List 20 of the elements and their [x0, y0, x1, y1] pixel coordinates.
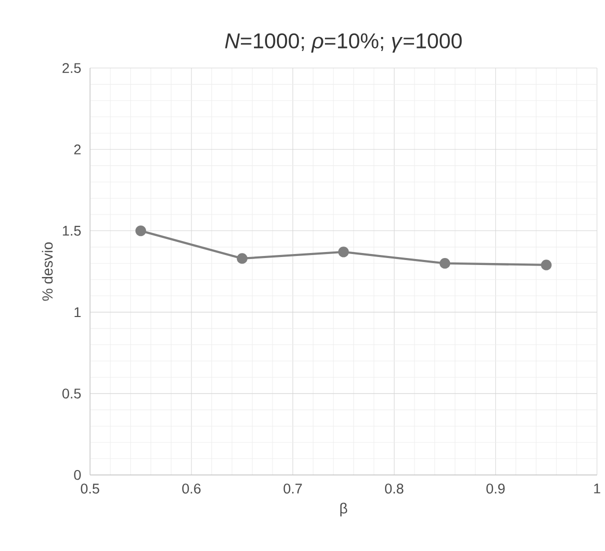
y-tick-label: 0: [74, 470, 81, 480]
y-tick-label: 0.5: [62, 388, 81, 399]
y-tick-label: 1.5: [62, 226, 81, 236]
y-axis-title: % desvio: [42, 242, 53, 301]
x-tick-label: 0.6: [182, 484, 201, 494]
y-tick-label: 2: [74, 144, 81, 154]
x-tick-label: 1: [594, 484, 600, 494]
point: [540, 260, 552, 270]
chart-title: N=1000; ρ=10%; γ=1000: [225, 33, 462, 53]
y-tick-label: 1: [74, 307, 81, 318]
point: [338, 246, 349, 258]
point: [236, 253, 248, 264]
y-tick-label: 2.5: [62, 63, 81, 74]
x-tick-label: 0.7: [284, 484, 302, 494]
point: [440, 258, 450, 269]
point: [135, 225, 146, 236]
x-axis-title: β: [340, 502, 348, 516]
x-tick-label: 0.8: [385, 484, 404, 494]
x-tick-label: 0.9: [486, 484, 505, 494]
x-tick-label: 0.5: [80, 484, 100, 494]
